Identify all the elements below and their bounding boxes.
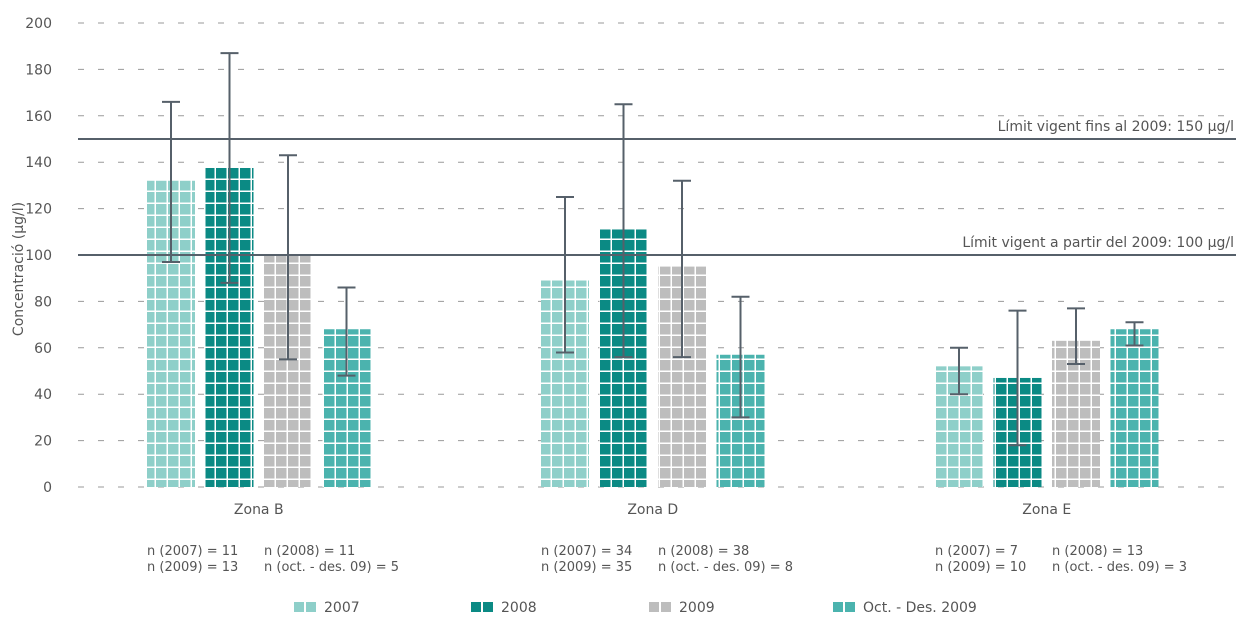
error-bar [950,346,968,396]
error-bar [220,52,239,284]
sample-size-label: n (2008) = 38 [658,544,749,559]
legend-label: 2007 [324,600,360,616]
legend-swatch [294,602,304,612]
y-tick-label: 20 [34,434,52,450]
legend-swatch [649,602,659,612]
sample-size-label: n (2007) = 7 [935,544,1018,559]
reference-lines: Límit vigent fins al 2009: 150 µg/l Límit… [78,119,1236,256]
x-axis: Zona B Zona D Zona E [234,502,1071,518]
y-tick-label: 60 [34,341,52,357]
reference-line-label: Límit vigent fins al 2009: 150 µg/l [998,119,1234,135]
sample-size-label: n (2009) = 10 [935,560,1026,575]
error-bar [614,103,633,359]
error-bar [556,196,574,354]
sample-size-label: n (2008) = 13 [1052,544,1143,559]
y-tick-label: 100 [25,248,52,264]
sample-size-label: n (oct. - des. 09) = 5 [264,560,399,575]
bars [147,166,1159,488]
y-tick-label: 200 [25,16,52,32]
legend-swatch [845,602,855,612]
legend-item: 2007 [294,600,360,616]
legend-label: 2009 [679,600,715,616]
y-tick-label: 0 [43,480,52,496]
legend-swatch [483,602,493,612]
legend-swatch [306,602,316,612]
sample-size-label: n (2008) = 11 [264,544,355,559]
bar [1052,340,1100,487]
legend: 2007 2008 2009 Oct. - Des. 2009 [294,600,977,616]
error-bar [279,154,297,361]
legend-swatch [471,602,481,612]
sample-size-label: n (2009) = 13 [147,560,238,575]
y-axis-title: Concentració (µg/l) [11,202,27,336]
bar [1110,329,1159,487]
error-bar [731,295,750,419]
legend-label: 2008 [501,600,537,616]
category-label: Zona E [1022,502,1071,518]
error-bar [1067,307,1085,366]
legend-item: 2009 [649,600,715,616]
error-bar [1125,321,1144,347]
y-tick-label: 180 [25,62,52,78]
y-tick-label: 80 [34,294,52,310]
error-bar [337,286,356,377]
sample-sizes: n (2007) = 11 n (2008) = 11 n (2009) = 13 n… [147,544,1187,575]
legend-item: 2008 [471,600,537,616]
error-bar [1008,309,1027,447]
sample-size-label: n (oct. - des. 09) = 8 [658,560,793,575]
sample-size-label: n (2007) = 11 [147,544,238,559]
sample-size-label: n (2007) = 34 [541,544,632,559]
legend-swatch [833,602,843,612]
legend-swatch [661,602,671,612]
legend-label: Oct. - Des. 2009 [863,600,977,616]
sample-size-label: n (2009) = 35 [541,560,632,575]
legend-item: Oct. - Des. 2009 [833,600,977,616]
error-bars [162,52,1144,447]
error-bar [162,100,180,263]
y-tick-label: 140 [25,155,52,171]
reference-line-label: Límit vigent a partir del 2009: 100 µg/l [962,235,1234,251]
y-tick-label: 40 [34,387,52,403]
y-tick-label: 160 [25,109,52,125]
error-bar [673,179,691,359]
y-tick-label: 120 [25,202,52,218]
sample-size-label: n (oct. - des. 09) = 3 [1052,560,1187,575]
category-label: Zona B [234,502,284,518]
category-label: Zona D [627,502,678,518]
y-axis: 0 20 40 60 80 100 120 140 160 180 200 Concentració … [11,16,52,496]
